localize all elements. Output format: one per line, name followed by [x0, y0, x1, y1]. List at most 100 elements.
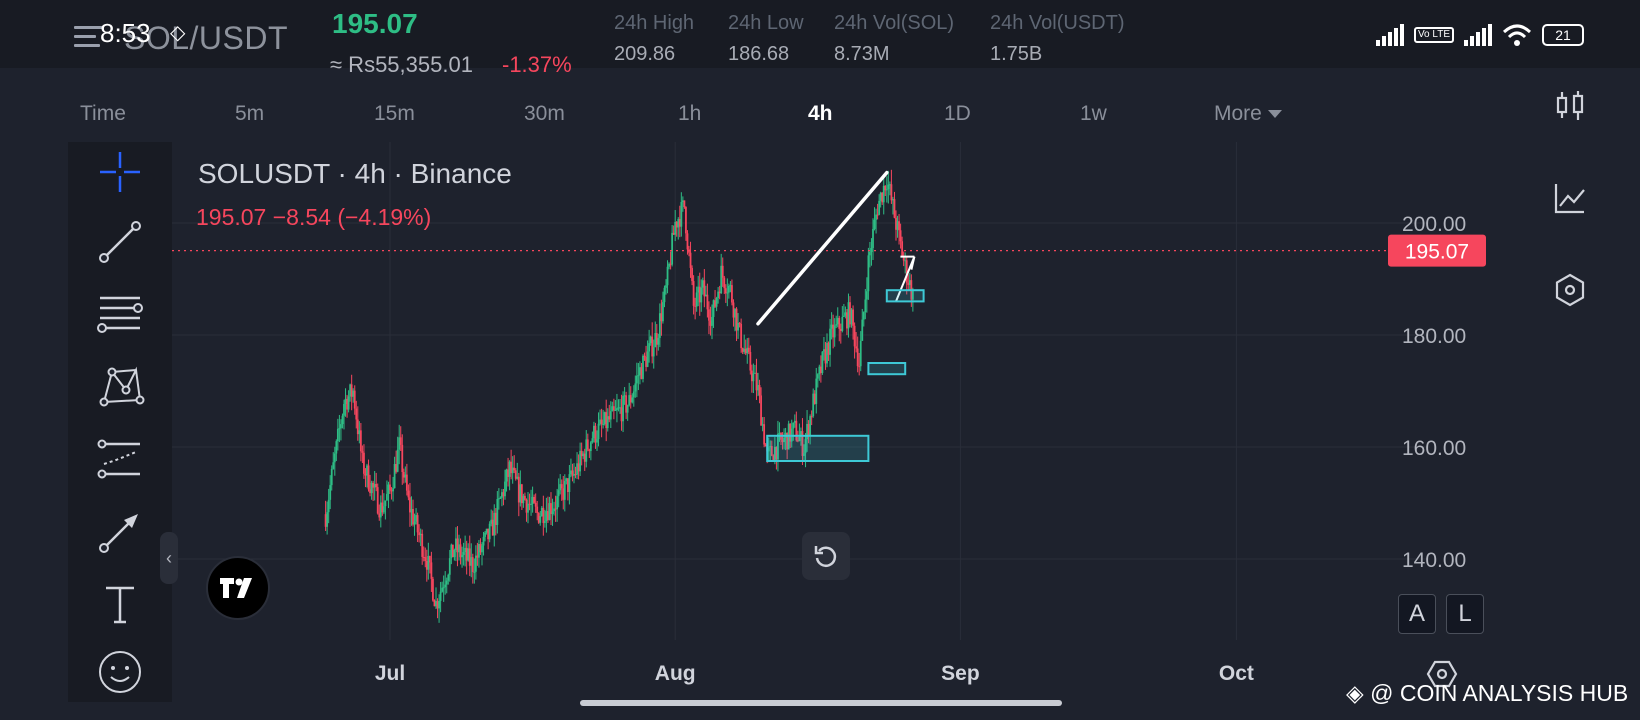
candle-body — [511, 467, 514, 474]
candle-body — [892, 199, 894, 201]
candle-body — [545, 511, 548, 522]
candle-body — [378, 513, 381, 518]
forecast-tool[interactable] — [94, 434, 146, 486]
candle-body — [586, 439, 589, 450]
trend-line-icon — [99, 221, 141, 263]
candle-body — [830, 324, 833, 329]
candle-body — [796, 440, 799, 442]
tab-more[interactable]: More — [1214, 102, 1282, 126]
candle-body — [519, 484, 522, 503]
candle-body — [612, 406, 615, 411]
candle-body — [876, 214, 879, 216]
y-tick-label: 200.00 — [1402, 213, 1466, 236]
candle-body — [901, 241, 904, 257]
menu-icon[interactable] — [74, 26, 104, 52]
home-indicator[interactable] — [580, 700, 1062, 706]
tab-5m[interactable]: 5m — [235, 102, 265, 125]
candle-body — [402, 472, 405, 478]
candle-body — [648, 343, 651, 352]
candle-body — [580, 450, 583, 457]
candle-body — [594, 425, 597, 443]
candle-body — [816, 374, 819, 379]
pattern-icon — [99, 366, 145, 407]
candle-body — [588, 449, 591, 452]
trend-line-tool[interactable] — [94, 216, 146, 268]
stat-24h-high: 24h High 209.86 — [614, 12, 694, 66]
candle-body — [508, 461, 511, 477]
demand-zone-box — [766, 434, 870, 462]
candle-body — [597, 423, 600, 440]
candle-body — [709, 320, 712, 326]
candle-body — [493, 512, 496, 536]
candle-body — [539, 516, 542, 523]
text-tool[interactable] — [94, 578, 146, 630]
candle-body — [504, 481, 506, 497]
candle-body — [651, 336, 654, 357]
candle-body — [853, 325, 856, 347]
indicators-button[interactable] — [1552, 180, 1588, 216]
candle-body — [859, 340, 862, 367]
candle-body — [450, 544, 453, 559]
candle-body — [819, 366, 822, 373]
candle-body — [750, 370, 753, 382]
candle-body — [576, 463, 578, 475]
candle-body — [393, 464, 396, 489]
candle-body — [769, 446, 772, 448]
candle-body — [346, 398, 348, 410]
candle-body — [425, 560, 428, 570]
candle-body — [352, 390, 355, 397]
candle-body — [675, 221, 678, 228]
candle-body — [324, 514, 327, 527]
pattern-tool[interactable] — [94, 360, 146, 412]
tab-1d[interactable]: 1D — [944, 102, 971, 125]
candle-body — [579, 450, 582, 472]
candle-body — [340, 424, 342, 429]
candle-body — [625, 395, 628, 413]
candle-body — [336, 428, 339, 442]
volte-icon: Vo LTE — [1413, 27, 1454, 43]
candle-style-button[interactable] — [1552, 88, 1588, 124]
tab-4h[interactable]: 4h — [808, 102, 833, 125]
watermark-text: @ COIN ANALYSIS HUB — [1370, 680, 1629, 706]
emoji-tool[interactable] — [94, 646, 146, 698]
candle-body — [849, 302, 851, 325]
candle-body — [330, 468, 333, 486]
tab-1h[interactable]: 1h — [678, 102, 702, 125]
candle-body — [643, 355, 646, 357]
candle-body — [407, 490, 410, 498]
candle-body — [907, 282, 910, 285]
candle-body — [359, 430, 362, 452]
candle-body — [497, 498, 500, 500]
stat-value: 186.68 — [728, 43, 790, 65]
collapse-toolbar-button[interactable]: ‹ — [160, 532, 178, 584]
settings-icon — [1426, 660, 1458, 688]
chart-settings-button[interactable] — [1424, 656, 1460, 692]
candle-body — [861, 319, 864, 341]
candle-body — [743, 348, 746, 352]
candle-body — [327, 499, 330, 513]
fib-lines-tool[interactable] — [94, 288, 146, 340]
log-scale-button[interactable]: L — [1446, 594, 1484, 634]
tab-30m[interactable]: 30m — [524, 102, 565, 125]
auto-scale-button[interactable]: A — [1398, 594, 1436, 634]
tab-time[interactable]: Time — [80, 102, 126, 125]
arrow-tool[interactable] — [94, 506, 146, 558]
pair-symbol[interactable]: SOL/USDT — [124, 20, 289, 56]
candle-body — [482, 536, 485, 546]
emoji-icon — [99, 651, 141, 693]
candle-body — [563, 481, 566, 500]
candle-body — [760, 395, 762, 426]
stat-24h-vol-usdt: 24h Vol(USDT) 1.75B — [990, 12, 1125, 66]
crosshair-tool[interactable] — [94, 146, 146, 198]
object-tree-button[interactable] — [1552, 272, 1588, 308]
candle-body — [746, 347, 749, 354]
tab-1w[interactable]: 1w — [1080, 102, 1107, 125]
candle-body — [823, 349, 825, 352]
candle-body — [884, 185, 887, 191]
candle-body — [490, 519, 493, 524]
candle-body — [800, 431, 802, 437]
tab-15m[interactable]: 15m — [374, 102, 415, 125]
candle-body — [885, 189, 888, 191]
reset-chart-button[interactable] — [802, 532, 850, 580]
